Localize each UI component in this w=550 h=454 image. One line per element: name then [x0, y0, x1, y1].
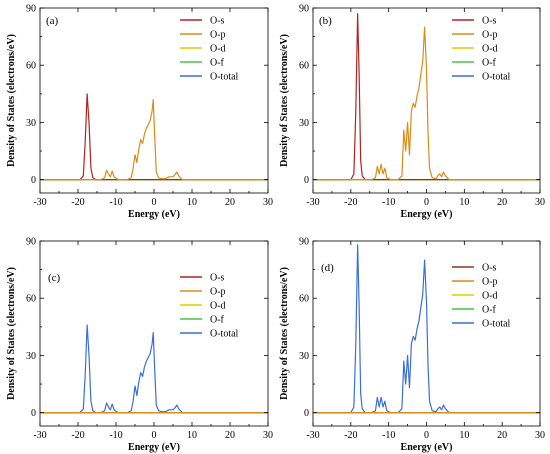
panel-label: (a)	[46, 15, 59, 27]
y-tick-label: 0	[31, 175, 36, 186]
y-tick-label: 60	[26, 61, 36, 72]
x-tick-label: -30	[306, 430, 319, 441]
legend-entry-o-p: O-p	[210, 287, 226, 298]
plot-frame	[39, 7, 269, 194]
x-axis-label: Energy (eV)	[401, 442, 453, 453]
x-tick-label: -10	[109, 430, 122, 441]
x-tick-label: 30	[535, 197, 545, 208]
legend-entry-o-p: O-p	[482, 277, 498, 288]
x-tick-label: -30	[306, 197, 319, 208]
y-tick-label: 30	[299, 118, 309, 129]
legend-entry-o-f: O-f	[210, 58, 225, 69]
y-axis-label: Density of States (electrons/eV)	[6, 34, 17, 167]
x-tick-label: 20	[497, 197, 507, 208]
x-tick-label: -30	[33, 197, 46, 208]
panel-label: (c)	[48, 272, 61, 284]
legend-entry-o-total: O-total	[482, 319, 511, 330]
y-tick-label: 90	[299, 4, 309, 15]
y-tick-label: 60	[26, 294, 36, 305]
legend: O-s O-p O-d O-f O-total	[452, 263, 511, 330]
panel-label: (d)	[321, 262, 334, 274]
series-line-o-s	[313, 13, 540, 181]
x-axis-label: Energy (eV)	[128, 209, 180, 220]
legend: O-s O-p O-d O-f O-total	[180, 16, 239, 83]
series-line-o-total	[40, 324, 268, 414]
x-tick-label: -20	[71, 197, 84, 208]
x-tick-label: 10	[459, 430, 469, 441]
x-tick-label: 0	[152, 430, 157, 441]
y-tick-label: 60	[299, 61, 309, 72]
y-axis-label: Density of States (electrons/eV)	[279, 34, 290, 167]
y-tick-label: 0	[304, 408, 309, 419]
legend-entry-o-f: O-f	[482, 58, 497, 69]
legend: O-s O-p O-d O-f O-total	[180, 273, 239, 340]
y-tick-label: 0	[304, 175, 309, 186]
dos-panel-d: -30 -20 -10 0 10 20 30 0 30 60 90 Energy (eV) Densit…	[279, 237, 545, 454]
y-tick-label: 90	[26, 4, 36, 15]
legend-entry-o-total: O-total	[210, 329, 239, 340]
y-tick-label: 60	[299, 294, 309, 305]
legend-entry-o-p: O-p	[210, 30, 226, 41]
y-tick-label: 30	[26, 118, 36, 129]
x-axis-label: Energy (eV)	[128, 442, 180, 453]
x-tick-label: -10	[109, 197, 122, 208]
x-tick-label: 30	[535, 430, 545, 441]
x-tick-label: -10	[382, 197, 395, 208]
legend-entry-o-s: O-s	[210, 273, 225, 284]
x-tick-label: -20	[344, 430, 357, 441]
x-tick-label: -20	[344, 197, 357, 208]
x-tick-label: -10	[382, 430, 395, 441]
y-tick-label: 0	[31, 408, 36, 419]
legend-entry-o-d: O-d	[210, 301, 226, 312]
legend-entry-o-s: O-s	[482, 263, 497, 274]
series-line-o-s	[40, 93, 268, 181]
legend-entry-o-s: O-s	[482, 16, 497, 27]
x-tick-label: 10	[187, 430, 197, 441]
x-tick-label: 0	[152, 197, 157, 208]
legend-entry-o-f: O-f	[210, 315, 225, 326]
x-tick-label: -20	[71, 430, 84, 441]
x-axis-label: Energy (eV)	[401, 209, 453, 220]
x-tick-label: 30	[263, 197, 273, 208]
panel-label: (b)	[319, 15, 332, 27]
y-axis-label: Density of States (electrons/eV)	[279, 267, 290, 400]
dos-panel-b: -30 -20 -10 0 10 20 30 0 30 60 90 Energy (eV) Densit…	[279, 4, 545, 221]
y-tick-label: 90	[299, 237, 309, 248]
y-axis-label: Density of States (electrons/eV)	[6, 267, 17, 400]
legend: O-s O-p O-d O-f O-total	[452, 16, 511, 83]
legend-entry-o-s: O-s	[210, 16, 225, 27]
x-tick-label: 20	[225, 430, 235, 441]
x-tick-label: 20	[225, 197, 235, 208]
x-tick-label: 0	[424, 197, 429, 208]
legend-entry-o-f: O-f	[482, 305, 497, 316]
plot-frame	[312, 240, 541, 427]
x-tick-label: 30	[263, 430, 273, 441]
plot-frame	[312, 7, 541, 194]
legend-entry-o-d: O-d	[482, 291, 498, 302]
legend-entry-o-p: O-p	[482, 30, 498, 41]
y-tick-label: 90	[26, 237, 36, 248]
dos-panel-c: -30 -20 -10 0 10 20 30 0 30 60 90 Energy (eV) Densit…	[6, 237, 273, 454]
x-tick-label: 10	[187, 197, 197, 208]
legend-entry-o-total: O-total	[210, 72, 239, 83]
series-line-o-total	[313, 244, 540, 414]
x-tick-label: 20	[497, 430, 507, 441]
x-tick-label: -30	[33, 430, 46, 441]
legend-entry-o-d: O-d	[210, 44, 226, 55]
x-tick-label: 10	[459, 197, 469, 208]
series-line-o-p	[313, 26, 540, 181]
y-tick-label: 30	[299, 351, 309, 362]
legend-entry-o-d: O-d	[482, 44, 498, 55]
dos-panel-a: -30 -20 -10 0 10 20 30 0 30 60 90 Energy (eV) Densit…	[6, 4, 273, 221]
y-tick-label: 30	[26, 351, 36, 362]
x-tick-label: 0	[424, 430, 429, 441]
series-line-o-p	[40, 98, 268, 181]
legend-entry-o-total: O-total	[482, 72, 511, 83]
